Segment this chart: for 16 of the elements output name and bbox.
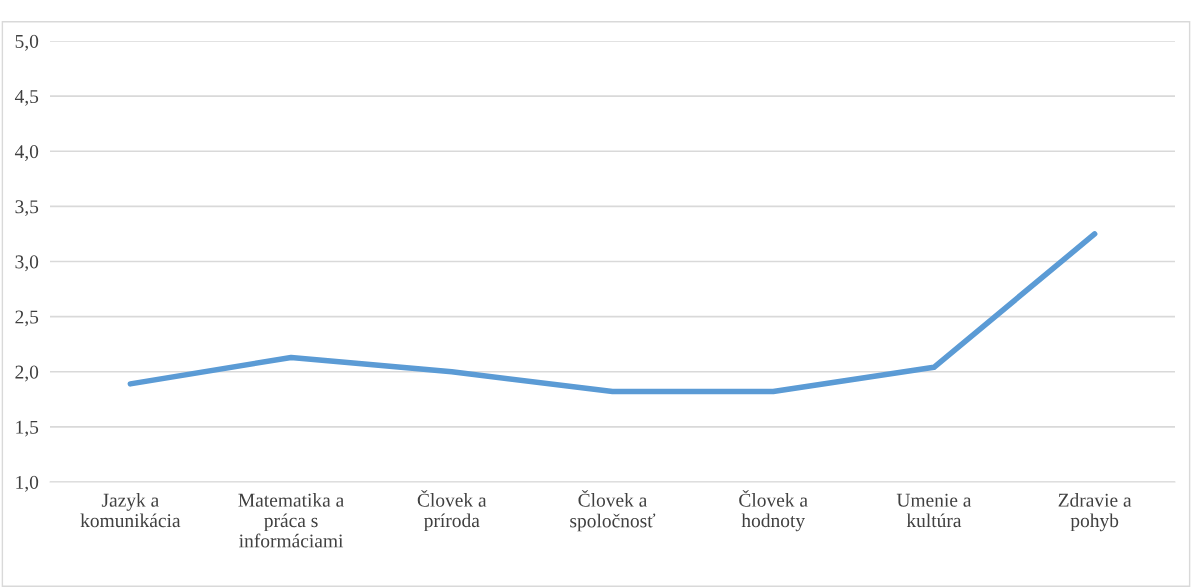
y-tick-label: 3,0 xyxy=(15,255,39,272)
y-tick-label: 3,5 xyxy=(15,200,39,217)
y-tick-label: 5,0 xyxy=(15,34,39,51)
x-tick-label: Umenie a kultúra xyxy=(896,493,972,528)
y-tick-label: 4,5 xyxy=(14,90,39,106)
y-tick-label: 4,0 xyxy=(14,145,39,161)
y-tick-label: 1,0 xyxy=(16,475,39,492)
y-tick-label: 2,0 xyxy=(15,365,39,382)
x-tick-label: Človek a hodnoty xyxy=(739,489,808,532)
x-tick-label: Zdravie a pohyb xyxy=(1058,493,1132,532)
y-tick-label: 1,5 xyxy=(16,420,39,437)
x-tick-label: Človek a príroda xyxy=(417,489,487,532)
x-tick-label: Jazyk a komunikácia xyxy=(80,493,181,528)
x-tick-label: Človek a spoločnosť xyxy=(570,489,656,532)
y-tick-label: 2,5 xyxy=(15,310,39,327)
x-tick-label: Matematika a práca s informáciami xyxy=(238,493,344,548)
